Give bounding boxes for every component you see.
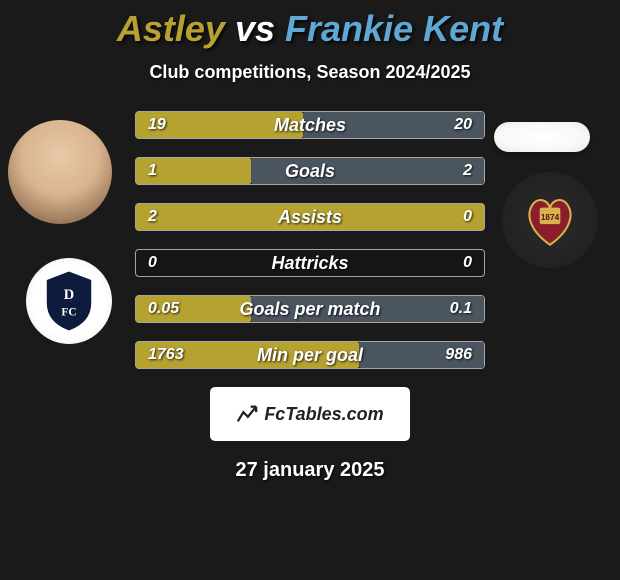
stat-label: Goals: [136, 161, 484, 182]
badge-text: FcTables.com: [264, 404, 383, 425]
stat-label: Matches: [136, 115, 484, 136]
stat-label: Goals per match: [136, 299, 484, 320]
svg-text:FC: FC: [61, 306, 76, 318]
stat-row: 0Hattricks0: [135, 249, 485, 277]
chart-line-icon: [236, 403, 258, 425]
stat-row: 2Assists0: [135, 203, 485, 231]
fctables-badge: FcTables.com: [210, 387, 410, 441]
stat-row: 0.05Goals per match0.1: [135, 295, 485, 323]
svg-text:1874: 1874: [541, 213, 560, 222]
heart-crest-icon: 1874: [519, 189, 581, 251]
value-right: 986: [445, 346, 472, 364]
stat-label: Hattricks: [136, 253, 484, 274]
value-right: 0.1: [450, 300, 472, 318]
club2-crest: 1874: [502, 172, 598, 268]
value-right: 20: [454, 116, 472, 134]
shield-icon: D FC: [43, 270, 95, 332]
club1-crest: D FC: [26, 258, 112, 344]
value-right: 2: [463, 162, 472, 180]
player2-avatar: [494, 122, 590, 152]
value-right: 0: [463, 254, 472, 272]
svg-text:D: D: [64, 287, 74, 303]
subtitle: Club competitions, Season 2024/2025: [0, 62, 620, 83]
stat-row: 19Matches20: [135, 111, 485, 139]
stat-label: Assists: [136, 207, 484, 228]
value-right: 0: [463, 208, 472, 226]
date-label: 27 january 2025: [0, 459, 620, 482]
stat-row: 1763Min per goal986: [135, 341, 485, 369]
page-title: Astley vs Frankie Kent: [0, 0, 620, 50]
stat-label: Min per goal: [136, 345, 484, 366]
player1-avatar: [8, 120, 112, 224]
stat-row: 1Goals2: [135, 157, 485, 185]
